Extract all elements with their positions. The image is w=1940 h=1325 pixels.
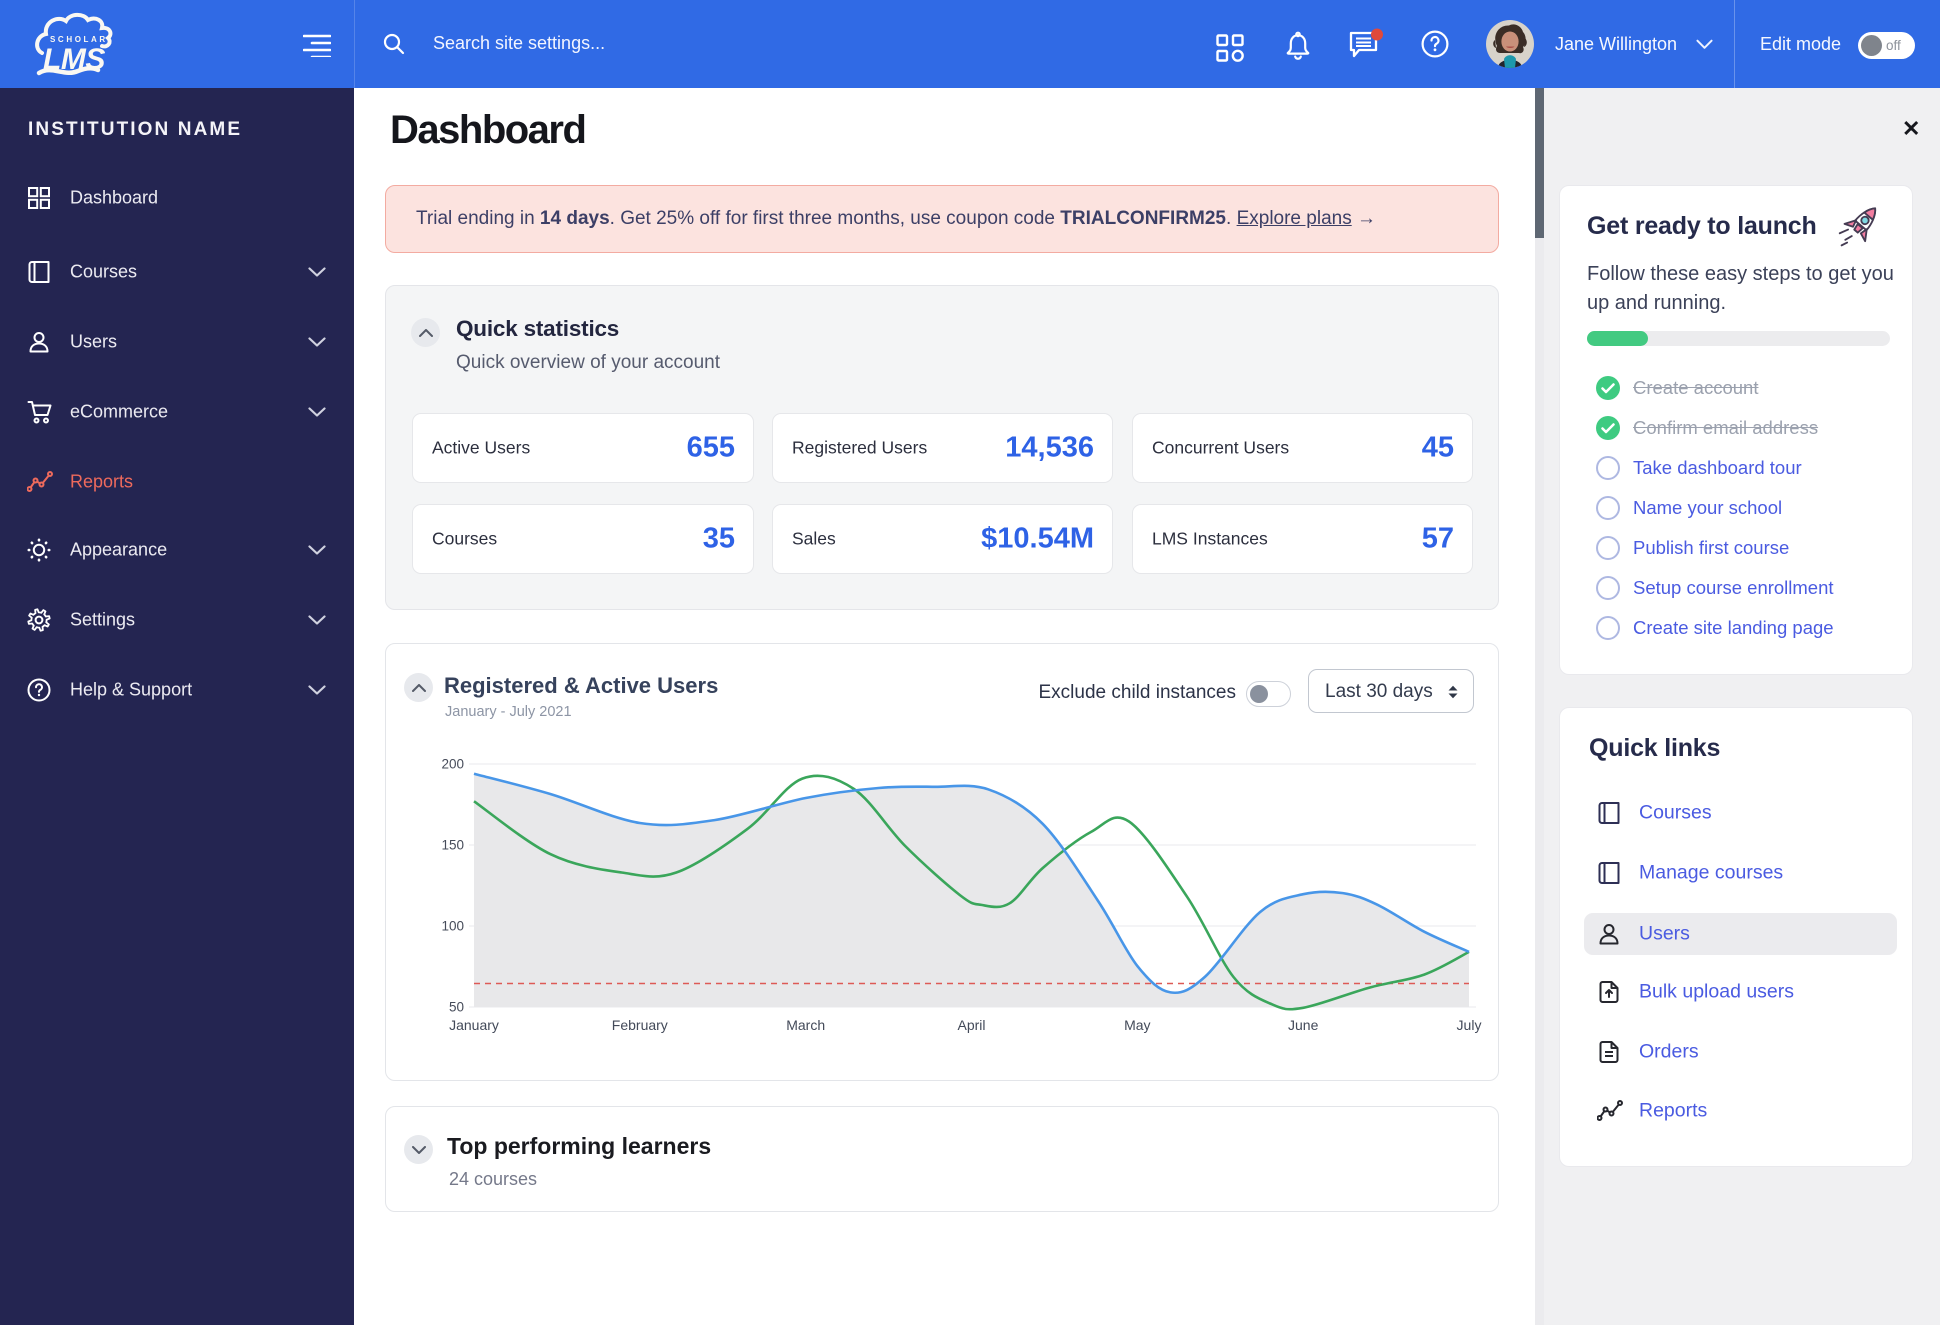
svg-text:January: January <box>449 1017 499 1033</box>
svg-text:100: 100 <box>441 919 464 934</box>
svg-text:February: February <box>612 1017 668 1033</box>
svg-text:July: July <box>1457 1017 1482 1033</box>
svg-text:200: 200 <box>441 757 464 772</box>
svg-text:May: May <box>1124 1017 1150 1033</box>
svg-text:SCHOLAR: SCHOLAR <box>50 35 108 44</box>
svg-text:50: 50 <box>449 1000 464 1015</box>
svg-text:150: 150 <box>441 838 464 853</box>
svg-text:April: April <box>957 1017 985 1033</box>
svg-text:June: June <box>1288 1017 1319 1033</box>
svg-text:March: March <box>786 1017 825 1033</box>
